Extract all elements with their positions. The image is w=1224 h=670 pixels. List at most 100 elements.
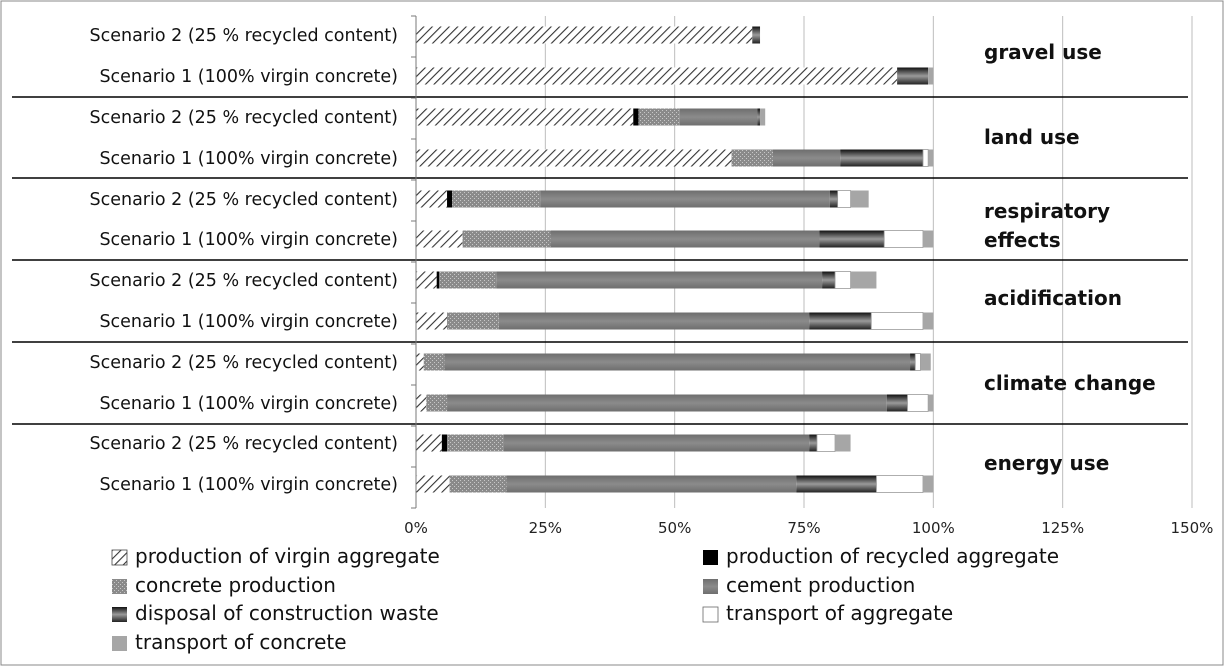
bar-segment-disposal-of-construction-waste (757, 108, 761, 126)
bar-segment-concrete-production (638, 108, 680, 126)
bar-segment-transport-of-concrete (928, 149, 934, 167)
category-label: Scenario 2 (25 % recycled content) (90, 271, 399, 291)
bar-segment-transport-of-concrete (760, 108, 766, 126)
category-label: Scenario 2 (25 % recycled content) (90, 190, 399, 210)
bar-segment-concrete-production (452, 190, 541, 208)
bar-segment-concrete-production (439, 271, 497, 289)
legend-label: transport of concrete (135, 630, 347, 654)
axis-layer: 0% 25% 50% 75% 100% 125% 150% (404, 15, 1214, 537)
bar-segment-production-of-recycled-aggregate (436, 271, 440, 289)
x-tick-label: 25% (529, 519, 562, 537)
x-tick-label: 50% (658, 519, 691, 537)
x-tick-label: 75% (787, 519, 820, 537)
category-label: Scenario 1 (100% virgin concrete) (99, 312, 398, 332)
bar-segment-cement-production (447, 394, 887, 412)
bar-segment-production-of-virgin-aggregate (416, 190, 448, 208)
bars-layer (416, 26, 934, 493)
category-label: Scenario 1 (100% virgin concrete) (99, 230, 398, 250)
category-label: Scenario 2 (25 % recycled content) (90, 26, 399, 46)
bar-segment-disposal-of-construction-waste (840, 149, 923, 167)
bar-segment-transport-of-aggregate (883, 230, 924, 248)
bar-segment-disposal-of-construction-waste (829, 190, 838, 208)
bar-segment-cement-production (772, 149, 841, 167)
bar-segment-transport-of-aggregate (834, 271, 851, 289)
bar-segment-production-of-virgin-aggregate (416, 475, 450, 493)
legend-swatch (112, 579, 127, 594)
bar-segment-transport-of-aggregate (870, 312, 924, 330)
bar-segment-disposal-of-construction-waste (796, 475, 877, 493)
bar-segment-production-of-virgin-aggregate (416, 353, 424, 371)
bar-segment-cement-production (444, 353, 911, 371)
bar-segment-disposal-of-construction-waste (809, 434, 817, 452)
bar-segment-transport-of-concrete (835, 434, 851, 452)
group-label: effects (984, 228, 1061, 252)
bar-segment-disposal-of-construction-waste (910, 353, 916, 371)
bar-segment-production-of-virgin-aggregate (416, 312, 448, 330)
bar-segment-transport-of-concrete (922, 312, 934, 330)
group-label: acidification (984, 286, 1122, 310)
bar-segment-cement-production (679, 108, 758, 126)
bar-segment-production-of-virgin-aggregate (416, 394, 427, 412)
bar-segment-transport-of-aggregate (876, 475, 924, 493)
bar-segment-production-of-virgin-aggregate (416, 434, 442, 452)
category-label: Scenario 2 (25 % recycled content) (90, 434, 399, 454)
group-label: land use (984, 125, 1080, 149)
bar-segment-cement-production (550, 230, 820, 248)
bar-segment-concrete-production (447, 312, 499, 330)
legend-label: cement production (726, 573, 915, 597)
legend-label: concrete production (135, 573, 336, 597)
category-label: Scenario 2 (25 % recycled content) (90, 353, 399, 373)
legend-swatch (703, 579, 718, 594)
bar-segment-transport-of-concrete (928, 67, 934, 85)
bar-segment-disposal-of-construction-waste (822, 271, 836, 289)
legend-layer: production of virgin aggregate production… (111, 544, 1059, 654)
group-label: climate change (984, 371, 1156, 395)
bar-segment-disposal-of-construction-waste (752, 26, 761, 44)
bar-segment-cement-production (498, 312, 810, 330)
legend-swatch (112, 636, 127, 651)
bar-segment-transport-of-aggregate (816, 434, 836, 452)
labels-layer: Scenario 2 (25 % recycled content) Scenar… (90, 26, 1156, 495)
bar-segment-transport-of-aggregate (914, 353, 921, 371)
bar-segment-production-of-recycled-aggregate (441, 434, 448, 452)
bar-segment-transport-of-concrete (850, 271, 877, 289)
grid-layer (12, 16, 1193, 508)
bar-segment-disposal-of-construction-waste (886, 394, 908, 412)
group-label: respiratory (984, 199, 1110, 223)
bar-segment-transport-of-concrete (922, 230, 934, 248)
group-label: energy use (984, 451, 1109, 475)
bar-segment-production-of-virgin-aggregate (416, 26, 753, 44)
bar-segment-production-of-recycled-aggregate (447, 190, 453, 208)
x-tick-label: 150% (1171, 519, 1214, 537)
bar-segment-concrete-production (449, 475, 507, 493)
legend-label: production of virgin aggregate (135, 544, 440, 568)
bar-segment-concrete-production (426, 394, 448, 412)
legend-swatch (702, 606, 719, 623)
category-label: Scenario 1 (100% virgin concrete) (99, 67, 398, 87)
legend-label: transport of aggregate (726, 601, 953, 625)
bar-segment-production-of-virgin-aggregate (416, 230, 463, 248)
bar-segment-cement-production (496, 271, 823, 289)
category-label: Scenario 1 (100% virgin concrete) (99, 475, 398, 495)
x-tick-label: 100% (912, 519, 955, 537)
bar-segment-transport-of-aggregate (907, 394, 929, 412)
legend-label: disposal of construction waste (135, 601, 439, 625)
bar-segment-production-of-virgin-aggregate (416, 149, 732, 167)
bar-segment-disposal-of-construction-waste (897, 67, 929, 85)
legend-label: production of recycled aggregate (726, 544, 1059, 568)
bar-segment-production-of-virgin-aggregate (416, 108, 634, 126)
bar-segment-concrete-production (462, 230, 551, 248)
bar-segment-transport-of-concrete (922, 475, 934, 493)
x-tick-label: 125% (1041, 519, 1084, 537)
bar-segment-disposal-of-construction-waste (819, 230, 885, 248)
bar-segment-concrete-production (423, 353, 445, 371)
legend-swatch (703, 550, 718, 565)
bar-segment-concrete-production (731, 149, 773, 167)
category-label: Scenario 2 (25 % recycled content) (90, 108, 399, 128)
legend-swatch (111, 549, 128, 566)
legend-swatch (112, 607, 127, 622)
bar-segment-concrete-production (447, 434, 504, 452)
bar-segment-transport-of-aggregate (922, 149, 929, 167)
bar-segment-cement-production (506, 475, 797, 493)
